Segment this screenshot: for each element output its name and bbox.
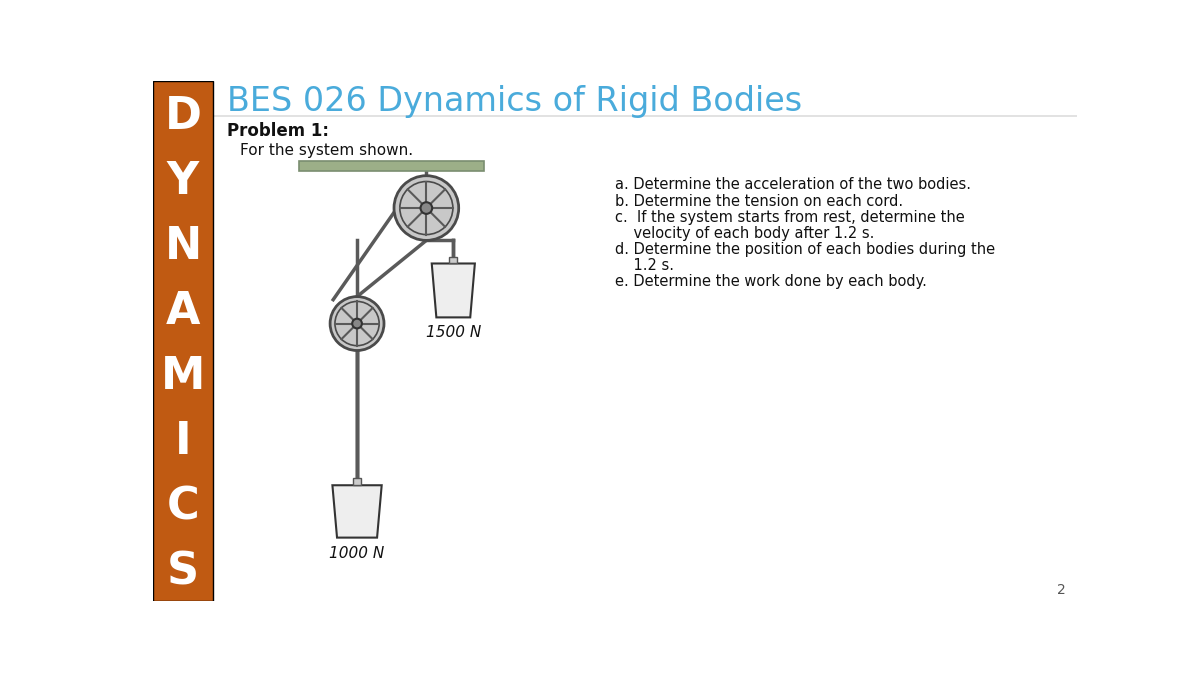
Text: N: N: [164, 225, 202, 268]
Text: BES 026 Dynamics of Rigid Bodies: BES 026 Dynamics of Rigid Bodies: [227, 85, 802, 118]
Text: S: S: [167, 550, 199, 593]
Text: A: A: [166, 290, 200, 333]
Text: 1.2 s.: 1.2 s.: [616, 259, 674, 273]
Text: 1500 N: 1500 N: [426, 325, 481, 340]
Text: velocity of each body after 1.2 s.: velocity of each body after 1.2 s.: [616, 226, 875, 241]
Circle shape: [330, 296, 384, 350]
FancyBboxPatch shape: [353, 479, 361, 485]
Polygon shape: [432, 263, 475, 317]
FancyBboxPatch shape: [154, 81, 214, 601]
Text: For the system shown.: For the system shown.: [240, 143, 413, 158]
Text: Problem 1:: Problem 1:: [227, 122, 329, 140]
Text: M: M: [161, 355, 205, 398]
FancyBboxPatch shape: [299, 161, 484, 171]
Text: 1000 N: 1000 N: [330, 545, 385, 560]
Text: D: D: [164, 95, 202, 138]
FancyBboxPatch shape: [450, 256, 457, 263]
Circle shape: [352, 319, 362, 329]
Text: e. Determine the work done by each body.: e. Determine the work done by each body.: [616, 275, 926, 290]
Text: c.  If the system starts from rest, determine the: c. If the system starts from rest, deter…: [616, 210, 965, 225]
Text: I: I: [175, 420, 191, 463]
Text: d. Determine the position of each bodies during the: d. Determine the position of each bodies…: [616, 242, 995, 257]
Text: b. Determine the tension on each cord.: b. Determine the tension on each cord.: [616, 194, 904, 209]
Polygon shape: [332, 485, 382, 537]
Circle shape: [420, 202, 432, 214]
Text: 2: 2: [1057, 583, 1066, 597]
Text: a. Determine the acceleration of the two bodies.: a. Determine the acceleration of the two…: [616, 178, 971, 192]
Text: Y: Y: [167, 160, 199, 203]
Text: C: C: [167, 485, 199, 528]
Circle shape: [394, 176, 458, 240]
